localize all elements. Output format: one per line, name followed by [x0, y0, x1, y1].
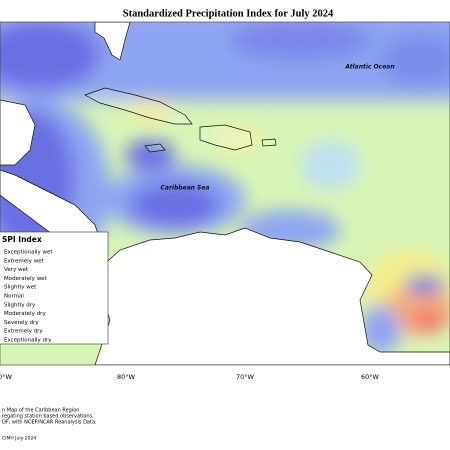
longitude-labels: 0°W 80°W 70°W 60°W [0, 373, 380, 381]
legend-item: Moderately dry [4, 311, 46, 317]
jamaica [144, 143, 166, 153]
legend: SPI Index Exceptionally wet Extremely wet… [0, 231, 109, 345]
longitude-label: 70°W [236, 373, 255, 381]
florida [94, 22, 131, 61]
legend-item: Extremely dry [4, 329, 43, 335]
yucatan [0, 99, 36, 166]
legend-item: Slightly wet [4, 285, 37, 291]
legend-item: Extremely wet [4, 258, 45, 264]
legend-item: Normal [4, 294, 24, 300]
ocean-label: Atlantic Ocean [344, 64, 394, 71]
legend-item: Severely dry [4, 320, 39, 326]
legend-item: Exceptionally wet [4, 250, 53, 256]
legend-item: Very wet [4, 267, 29, 273]
hispaniola [199, 124, 253, 151]
legend-item: Slightly dry [4, 302, 36, 308]
footer-line: n Map of the Caribbean Region [2, 408, 79, 414]
legend-item: Moderately wet [4, 276, 48, 282]
footer-line: regating station based observations, [2, 414, 94, 420]
longitude-label: 0°W [0, 373, 12, 381]
credit: CIMH July-2024 [2, 436, 36, 442]
map-title: Standardized Precipitation Index for Jul… [123, 8, 334, 19]
footer-line: DF, with NCEP/NCAR Reanalysis Data. [2, 420, 97, 426]
longitude-label: 80°W [117, 373, 136, 381]
south-america [94, 227, 450, 365]
longitude-label: 60°W [361, 373, 380, 381]
cuba [84, 87, 193, 125]
puerto-rico [261, 138, 277, 147]
sea-label: Caribbean Sea [161, 185, 210, 192]
legend-title: SPI Index [2, 235, 42, 244]
footer: CIMH July-2024 n Map of the Caribbean Re… [2, 408, 97, 442]
legend-item: Exceptionally dry [4, 338, 52, 344]
map-frame [0, 21, 450, 366]
